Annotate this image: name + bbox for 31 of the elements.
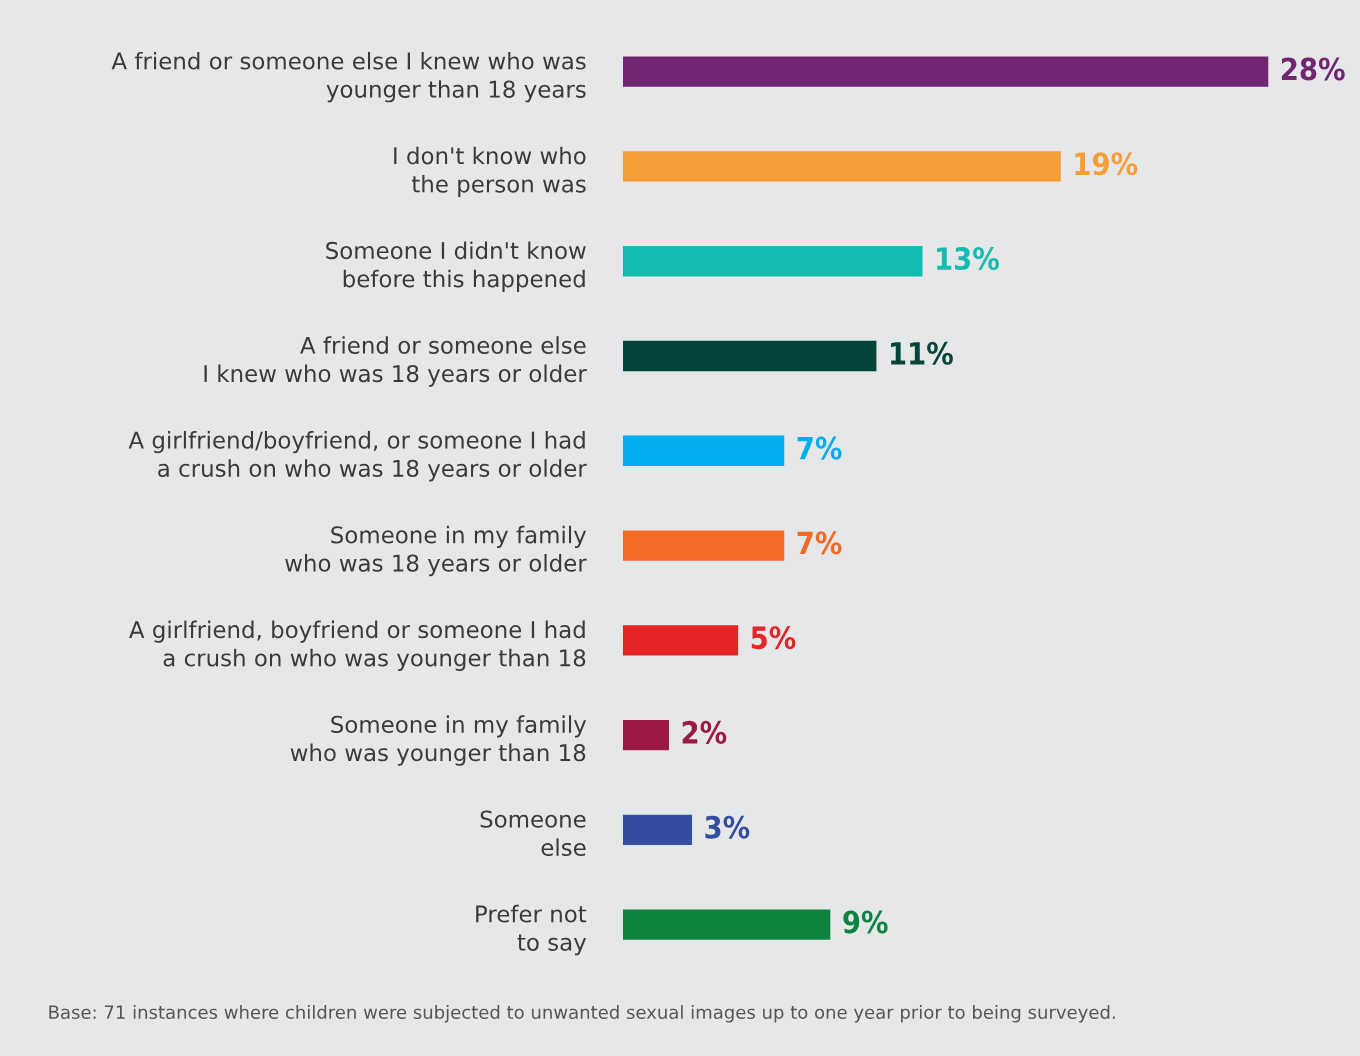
data-label: 19% bbox=[1075, 152, 1138, 176]
data-label: 7% bbox=[797, 531, 842, 555]
bar bbox=[622, 56, 1269, 87]
y-tick-label: Someone in my family who was younger than 18 bbox=[290, 715, 587, 766]
y-tick-label: A girlfriend, boyfriend or someone I had a crush on who was younger than 18 bbox=[129, 620, 586, 671]
y-tick-label: Someone in my family who was 18 years or older bbox=[285, 525, 587, 577]
bar bbox=[622, 340, 877, 372]
y-tick-label: Someone else bbox=[480, 810, 586, 857]
bar bbox=[622, 719, 669, 751]
bar bbox=[622, 909, 831, 940]
data-label: 11% bbox=[891, 341, 953, 365]
bar bbox=[622, 246, 923, 277]
bar bbox=[622, 151, 1061, 182]
y-tick-label: A girlfriend/boyfriend, or someone I had a crush on who was 18 years or older bbox=[128, 430, 587, 482]
data-label: 13% bbox=[937, 246, 999, 271]
y-tick-label: Someone I didn't know before this happened bbox=[326, 241, 586, 292]
text: Base: 71 instances where children were subjected to unwanted sexual images up to one year prior to being surveyed. bbox=[49, 1005, 1115, 1023]
data-label: 3% bbox=[705, 815, 750, 839]
y-tick-label: I don't know who the person was bbox=[394, 146, 586, 198]
bar bbox=[622, 625, 739, 656]
data-label: 2% bbox=[682, 720, 727, 744]
bar bbox=[622, 435, 785, 466]
y-tick-label: A friend or someone else I knew who was 18 years or older bbox=[204, 336, 587, 387]
bar bbox=[622, 530, 785, 561]
y-tick-label: Prefer not to say bbox=[476, 904, 587, 956]
data-label: 28% bbox=[1281, 57, 1345, 81]
data-label: 9% bbox=[843, 910, 888, 934]
bar bbox=[622, 814, 693, 846]
data-label: 7% bbox=[797, 436, 842, 460]
y-tick-label: A friend or someone else I knew who was younger than 18 years bbox=[111, 51, 586, 103]
data-label: 5% bbox=[751, 626, 796, 650]
